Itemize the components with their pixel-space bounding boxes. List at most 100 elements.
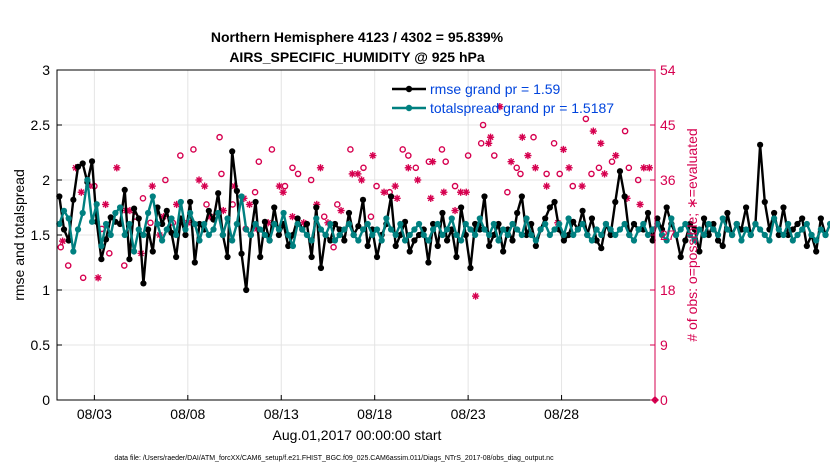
obs-evaluated-point [245, 200, 254, 209]
totalspread-point [289, 242, 297, 250]
totalspread-point [247, 231, 254, 239]
obs-possible-point [281, 182, 289, 190]
rmse-point [224, 253, 231, 261]
rmse-point [761, 198, 768, 206]
rmse-point [817, 215, 824, 222]
totalspread-point [406, 231, 413, 239]
rmse-point [598, 245, 605, 252]
y-tick-label: 1 [42, 282, 50, 298]
obs-possible-point [347, 146, 354, 153]
obs-possible-point [268, 146, 276, 153]
y-tick-label: 2 [42, 172, 50, 188]
y2-tick-label: 18 [660, 282, 676, 298]
totalspread-point [392, 231, 399, 239]
rmse-point [579, 207, 586, 214]
obs-evaluated-stroke [532, 164, 539, 171]
obs-evaluated-point [565, 164, 573, 172]
rmse-point [514, 209, 521, 217]
totalspread-point [205, 231, 212, 239]
obs-evaluated-point [578, 182, 586, 190]
obs-evaluated-stroke [519, 134, 526, 141]
obs-evaluated-point [101, 200, 110, 209]
rmse-point [173, 253, 180, 261]
totalspread-point [84, 176, 91, 184]
rmse-point [294, 215, 301, 222]
rmse-point [654, 215, 661, 222]
obs-evaluated-point [195, 176, 203, 184]
totalspread-point [453, 231, 460, 239]
obs-evaluated-stroke [300, 219, 307, 226]
totalspread-point [743, 226, 750, 233]
x-tick-label: 08/13 [264, 406, 299, 422]
y-axis-label: rmse and totalspread [11, 169, 27, 301]
obs-evaluated-point [279, 188, 287, 196]
rmse-point [392, 242, 399, 250]
legend-label-rmse: rmse grand pr = 1.59 [430, 81, 561, 97]
rmse-point [719, 242, 726, 250]
obs-possible-point [399, 146, 407, 153]
obs-evaluated-stroke [289, 213, 296, 220]
totalspread-point [187, 209, 194, 217]
totalspread-point [551, 226, 558, 233]
data-file-footer: data file: /Users/raeder/DAI/ATM_forcXX/… [114, 455, 554, 462]
data-layer [56, 103, 830, 404]
obs-possible-point [79, 274, 87, 282]
totalspread-point [602, 220, 610, 228]
obs-possible-point [634, 176, 642, 184]
rmse-point [182, 231, 189, 239]
obs-evaluated-stroke [543, 183, 550, 190]
obs-evaluated-stroke [597, 140, 604, 147]
rmse-point [163, 207, 170, 214]
totalspread-point [317, 226, 325, 233]
rmse-point [168, 229, 175, 236]
obs-possible-point [289, 164, 296, 172]
obs-evaluated-point [148, 182, 156, 190]
x-tick-label: 08/28 [544, 406, 579, 422]
totalspread-point [130, 248, 138, 255]
totalspread-point [472, 231, 479, 239]
totalspread-point [677, 226, 684, 233]
totalspread-point [775, 226, 782, 233]
totalspread-point [126, 220, 133, 228]
totalspread-point [383, 215, 390, 222]
rmse-point [238, 250, 245, 257]
totalspread-point [626, 231, 633, 239]
totalspread-point [121, 231, 128, 239]
obs-evaluated-stroke [149, 183, 156, 190]
obs-evaluated-point [404, 164, 412, 172]
y2-tick-label: 45 [660, 117, 676, 133]
totalspread-point [827, 220, 830, 228]
totalspread-point [243, 226, 250, 233]
rmse-point [724, 209, 731, 217]
obs-possible-point [218, 170, 225, 178]
totalspread-point [747, 231, 754, 239]
totalspread-point [303, 231, 311, 239]
obs-evaluated-point [173, 200, 181, 209]
rmse-point [252, 198, 259, 206]
obs-possible-point [595, 164, 603, 172]
totalspread-point [444, 226, 451, 233]
rmse-point [649, 237, 656, 244]
totalspread-point [738, 237, 745, 244]
obs-evaluated-stroke [358, 176, 365, 184]
obs-evaluated-point [559, 145, 568, 154]
totalspread-point [257, 226, 264, 233]
totalspread-point [373, 226, 381, 233]
totalspread-point [280, 209, 287, 217]
totalspread-point [215, 209, 222, 217]
totalspread-point [467, 226, 474, 233]
rmse-point [60, 226, 68, 233]
totalspread-point [369, 231, 376, 239]
y2-tick-label: 36 [660, 172, 676, 188]
rmse-point [187, 198, 194, 206]
obs-possible-point [550, 140, 558, 147]
rmse-point [532, 242, 539, 250]
rmse-point [74, 163, 82, 170]
totalspread-point [299, 226, 306, 233]
totalspread-point [439, 231, 446, 239]
obs-possible-point [255, 158, 263, 165]
obs-possible-point [442, 158, 450, 165]
rmse-point [570, 218, 577, 225]
obs-possible-point [334, 201, 341, 208]
obs-possible-point [120, 262, 128, 269]
